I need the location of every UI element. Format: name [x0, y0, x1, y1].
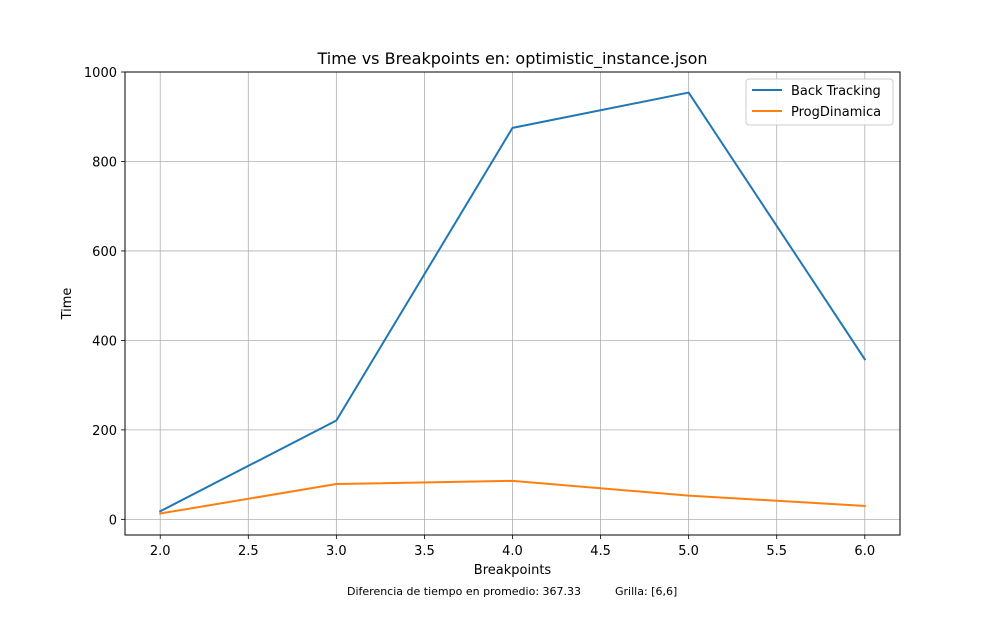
line-chart: Time vs Breakpoints en: optimistic_insta… [0, 0, 1000, 600]
x-tick-label: 4.5 [590, 544, 611, 559]
y-tick-label: 200 [92, 424, 117, 439]
x-tick-label: 3.5 [414, 544, 435, 559]
legend-label-back-tracking: Back Tracking [791, 84, 881, 99]
y-tick-label: 400 [92, 334, 117, 349]
chart-figure: Time vs Breakpoints en: optimistic_insta… [0, 0, 1000, 600]
footer: Diferencia de tiempo en promedio: 367.33… [0, 585, 1000, 601]
y-tick-label: 800 [92, 155, 117, 170]
x-tick-label: 5.0 [678, 544, 699, 559]
footer-time-difference: Diferencia de tiempo en promedio: 367.33 [347, 585, 581, 598]
footer-grid-size: Grilla: [6,6] [615, 585, 677, 598]
x-tick-label: 3.0 [326, 544, 347, 559]
y-axis-label: Time [60, 288, 75, 321]
x-tick-label: 2.0 [150, 544, 171, 559]
y-tick-label: 600 [92, 245, 117, 260]
legend: Back Tracking ProgDinamica [746, 79, 893, 125]
x-axis-label: Breakpoints [474, 563, 552, 578]
y-tick-label: 1000 [84, 66, 117, 81]
grid [125, 72, 900, 535]
x-tick-label: 2.5 [238, 544, 259, 559]
x-axis: 2.0 2.5 3.0 3.5 4.0 4.5 5.0 5.5 6.0 [150, 535, 875, 559]
legend-label-progdinamica: ProgDinamica [791, 105, 881, 120]
x-tick-label: 6.0 [854, 544, 875, 559]
y-tick-label: 0 [109, 513, 117, 528]
x-tick-label: 4.0 [502, 544, 523, 559]
chart-title: Time vs Breakpoints en: optimistic_insta… [316, 49, 707, 69]
y-axis: 0 200 400 600 800 1000 [84, 66, 125, 528]
x-tick-label: 5.5 [766, 544, 787, 559]
